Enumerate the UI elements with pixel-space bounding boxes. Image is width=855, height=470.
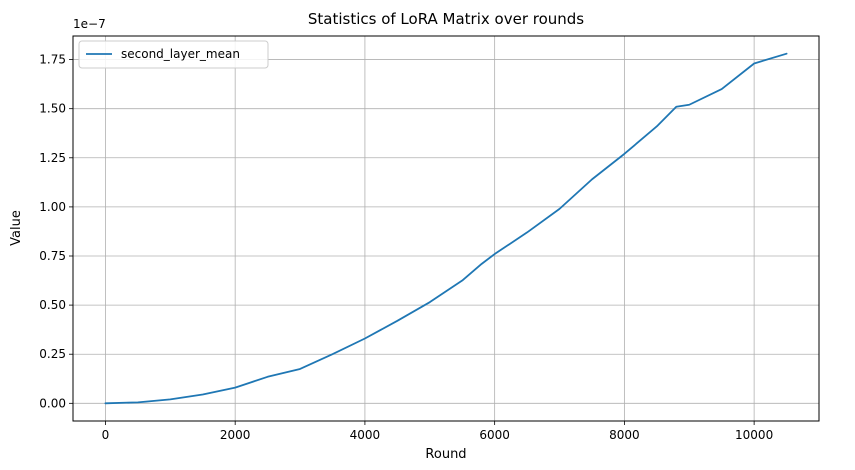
x-tick-label: 0 — [102, 428, 110, 442]
series-layer — [104, 52, 788, 405]
x-tick-label: 8000 — [609, 428, 640, 442]
x-tick-label: 4000 — [350, 428, 381, 442]
y-axis-offset-label: 1e−7 — [73, 17, 106, 31]
y-tick-label: 1.00 — [39, 200, 66, 214]
y-tick-label: 1.75 — [39, 53, 66, 67]
y-axis-label: Value — [9, 210, 24, 246]
series-line-second_layer_mean — [104, 52, 788, 405]
y-axis-ticks: 0.00 0.25 0.50 0.75 1.00 1.25 1.50 1.75 — [39, 53, 73, 410]
x-tick-label: 2000 — [220, 428, 251, 442]
x-tick-label: 6000 — [479, 428, 510, 442]
y-tick-label: 0.75 — [39, 249, 66, 263]
y-tick-label: 1.25 — [39, 151, 66, 165]
plot-frame — [72, 35, 820, 422]
y-tick-label: 0.50 — [39, 298, 66, 312]
y-tick-label: 0.25 — [39, 347, 66, 361]
legend: second_layer_mean — [78, 40, 269, 69]
x-tick-label: 10000 — [735, 428, 773, 442]
legend-label: second_layer_mean — [121, 47, 240, 61]
chart-title: Statistics of LoRA Matrix over rounds — [308, 10, 584, 28]
x-axis-label: Round — [425, 447, 466, 462]
x-axis-ticks: 0 2000 4000 6000 8000 10000 — [102, 421, 773, 442]
y-tick-label: 0.00 — [39, 396, 66, 410]
legend-box — [78, 40, 269, 69]
y-tick-label: 1.50 — [39, 102, 66, 116]
grid-lines — [73, 36, 819, 421]
